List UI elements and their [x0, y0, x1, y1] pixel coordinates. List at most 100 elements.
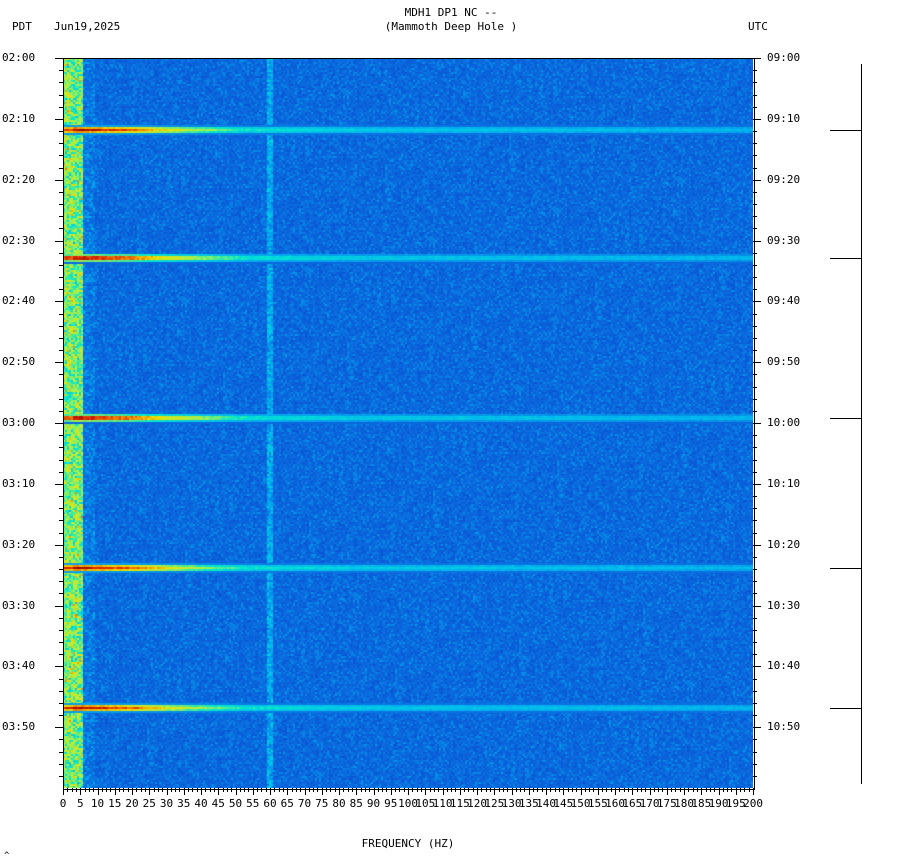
left-axis-minor-tick [59, 70, 63, 71]
left-axis-tick [55, 301, 63, 302]
xaxis-minor-tick [365, 788, 366, 792]
right-axis-minor-tick [753, 581, 757, 582]
right-axis-minor-tick [753, 399, 757, 400]
xaxis-tick [98, 788, 99, 795]
left-axis-minor-tick [59, 107, 63, 108]
xaxis-minor-tick [602, 788, 603, 792]
right-axis-tick [753, 606, 761, 607]
right-axis-minor-tick [753, 630, 757, 631]
xaxis-tick-label: 140 [536, 797, 556, 810]
right-axis-minor-tick [753, 253, 757, 254]
right-axis-minor-tick [753, 557, 757, 558]
xaxis-tick [667, 788, 668, 795]
xaxis-minor-tick [490, 788, 491, 792]
left-axis-minor-tick [59, 752, 63, 753]
right-scale-tick [830, 418, 861, 419]
xaxis-minor-tick [533, 788, 534, 792]
left-axis-minor-tick [59, 557, 63, 558]
left-axis-minor-tick [59, 581, 63, 582]
xaxis-tick-label: 185 [691, 797, 712, 810]
right-axis-minor-tick [753, 776, 757, 777]
xaxis-minor-tick [744, 788, 745, 792]
left-timezone-label: PDT [12, 20, 32, 33]
right-timezone-label: UTC [748, 20, 768, 33]
left-axis-minor-tick [59, 82, 63, 83]
xaxis-tick-label: 95 [384, 797, 398, 810]
xaxis-tick-label: 60 [263, 797, 277, 810]
left-axis-minor-tick [59, 496, 63, 497]
left-axis-minor-tick [59, 533, 63, 534]
right-axis-minor-tick [753, 168, 757, 169]
xaxis-tick [425, 788, 426, 795]
left-axis-minor-tick [59, 204, 63, 205]
xaxis-tick-label: 55 [246, 797, 260, 810]
left-axis-minor-tick [59, 654, 63, 655]
left-axis-tick-label: 02:50 [2, 355, 36, 368]
right-axis-minor-tick [753, 289, 757, 290]
right-axis-minor-tick [753, 228, 757, 229]
xaxis-tick-label: 85 [349, 797, 363, 810]
left-axis-minor-tick [59, 435, 63, 436]
right-axis-minor-tick [753, 387, 757, 388]
xaxis-minor-tick [85, 788, 86, 792]
left-axis-tick [55, 727, 63, 728]
left-axis-tick [55, 119, 63, 120]
xaxis-minor-tick [248, 788, 249, 792]
right-axis-tick [753, 484, 761, 485]
xaxis-minor-tick [158, 788, 159, 792]
xaxis-tick-label: 130 [501, 797, 522, 810]
xaxis-minor-tick [486, 788, 487, 792]
xaxis-minor-tick [369, 788, 370, 792]
xaxis-minor-tick [421, 788, 422, 792]
xaxis-minor-tick [244, 788, 245, 792]
xaxis-minor-tick [330, 788, 331, 792]
xaxis-tick-label: 5 [76, 797, 84, 810]
left-axis-minor-tick [59, 739, 63, 740]
left-axis-minor-tick [59, 776, 63, 777]
left-axis-tick [55, 58, 63, 59]
xaxis-tick-label: 45 [211, 797, 225, 810]
right-axis-minor-tick [753, 679, 757, 680]
xaxis-tick-label: 15 [108, 797, 122, 810]
xaxis-minor-tick [697, 788, 698, 792]
xaxis-minor-tick [473, 788, 474, 792]
xaxis-minor-tick [72, 788, 73, 792]
xaxis-tick [167, 788, 168, 795]
xaxis-tick-label: 165 [622, 797, 643, 810]
left-axis-tick-label: 03:50 [2, 720, 36, 733]
xaxis-minor-tick [283, 788, 284, 792]
right-axis-minor-tick [753, 216, 757, 217]
left-axis-minor-tick [59, 253, 63, 254]
left-axis-tick [55, 484, 63, 485]
xaxis-tick [270, 788, 271, 795]
right-axis-minor-tick [753, 435, 757, 436]
right-scale-bar [861, 64, 862, 784]
xaxis-minor-tick [628, 788, 629, 792]
xaxis-tick [218, 788, 219, 795]
left-axis-tick-label: 02:20 [2, 173, 36, 186]
left-axis-minor-tick [59, 679, 63, 680]
xaxis-minor-tick [706, 788, 707, 792]
xaxis-minor-tick [227, 788, 228, 792]
xaxis-minor-tick [749, 788, 750, 792]
xaxis-tick [563, 788, 564, 795]
date-label: Jun19,2025 [54, 20, 121, 33]
left-axis-minor-tick [59, 265, 63, 266]
right-axis-minor-tick [753, 472, 757, 473]
xaxis-tick [322, 788, 323, 795]
right-axis-minor-tick [753, 374, 757, 375]
xaxis-minor-tick [688, 788, 689, 792]
right-axis-tick [753, 301, 761, 302]
left-axis-minor-tick [59, 703, 63, 704]
xaxis-minor-tick [296, 788, 297, 792]
left-axis-tick-label: 03:30 [2, 599, 36, 612]
right-axis-minor-tick [753, 447, 757, 448]
xaxis-tick-label: 175 [656, 797, 677, 810]
xaxis-minor-tick [386, 788, 387, 792]
right-axis-minor-tick [753, 82, 757, 83]
xaxis-minor-tick [714, 788, 715, 792]
xaxis-title: FREQUENCY (HZ) [361, 837, 455, 850]
left-axis-tick-label: 02:10 [2, 112, 36, 125]
left-axis-minor-tick [59, 216, 63, 217]
left-axis-minor-tick [59, 508, 63, 509]
